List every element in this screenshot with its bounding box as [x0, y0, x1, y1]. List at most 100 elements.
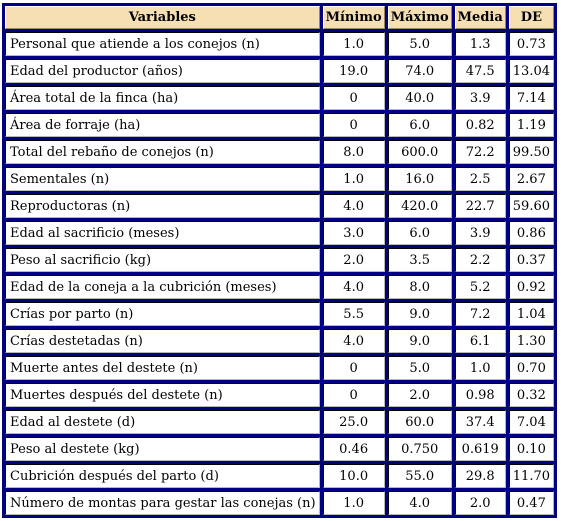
cell-de: 0.86	[508, 221, 554, 245]
cell-media: 3.9	[454, 221, 506, 245]
cell-media: 1.3	[454, 32, 506, 56]
cell-minimo: 10.0	[322, 464, 385, 488]
cell-maximo: 600.0	[387, 140, 452, 164]
cell-variable: Crías destetadas (n)	[5, 329, 320, 353]
table-row: Área total de la finca (ha) 0 40.0 3.9 7.14	[5, 86, 554, 110]
cell-maximo: 60.0	[387, 410, 452, 434]
cell-maximo: 9.0	[387, 302, 452, 326]
cell-variable: Muerte antes del destete (n)	[5, 356, 320, 380]
cell-de: 7.04	[508, 410, 554, 434]
table-row: Peso al destete (kg) 0.46 0.750 0.619 0.10	[5, 437, 554, 461]
cell-media: 7.2	[454, 302, 506, 326]
cell-minimo: 25.0	[322, 410, 385, 434]
cell-maximo: 40.0	[387, 86, 452, 110]
cell-de: 0.32	[508, 383, 554, 407]
cell-media: 72.2	[454, 140, 506, 164]
cell-de: 2.67	[508, 167, 554, 191]
cell-de: 11.70	[508, 464, 554, 488]
cell-de: 0.10	[508, 437, 554, 461]
cell-de: 1.30	[508, 329, 554, 353]
cell-media: 2.0	[454, 491, 506, 515]
cell-variable: Área de forraje (ha)	[5, 113, 320, 137]
cell-media: 37.4	[454, 410, 506, 434]
table-row: Personal que atiende a los conejos (n) 1.…	[5, 32, 554, 56]
cell-de: 0.92	[508, 275, 554, 299]
cell-media: 3.9	[454, 86, 506, 110]
cell-minimo: 0	[322, 86, 385, 110]
cell-variable: Reproductoras (n)	[5, 194, 320, 218]
header-media: Media	[454, 6, 506, 29]
cell-minimo: 1.0	[322, 167, 385, 191]
table-row: Sementales (n) 1.0 16.0 2.5 2.67	[5, 167, 554, 191]
table-body: Personal que atiende a los conejos (n) 1.…	[5, 32, 554, 515]
header-variables: Variables	[5, 6, 320, 29]
table-row: Muerte antes del destete (n) 0 5.0 1.0 0.70	[5, 356, 554, 380]
cell-media: 2.2	[454, 248, 506, 272]
cell-variable: Sementales (n)	[5, 167, 320, 191]
table-row: Edad al sacrificio (meses) 3.0 6.0 3.9 0.86	[5, 221, 554, 245]
cell-maximo: 4.0	[387, 491, 452, 515]
table-row: Edad de la coneja a la cubrición (meses)…	[5, 275, 554, 299]
table-row: Cubrición después del parto (d) 10.0 55.0 2…	[5, 464, 554, 488]
cell-de: 0.47	[508, 491, 554, 515]
cell-maximo: 8.0	[387, 275, 452, 299]
cell-media: 1.0	[454, 356, 506, 380]
statistics-table: Variables Mínimo Máximo Media DE Persona…	[2, 3, 557, 518]
cell-maximo: 5.0	[387, 356, 452, 380]
cell-media: 0.82	[454, 113, 506, 137]
cell-variable: Edad al destete (d)	[5, 410, 320, 434]
cell-de: 1.04	[508, 302, 554, 326]
table-row: Crías por parto (n) 5.5 9.0 7.2 1.04	[5, 302, 554, 326]
cell-minimo: 0	[322, 383, 385, 407]
cell-maximo: 420.0	[387, 194, 452, 218]
cell-minimo: 0.46	[322, 437, 385, 461]
table-row: Área de forraje (ha) 0 6.0 0.82 1.19	[5, 113, 554, 137]
table-row: Crías destetadas (n) 4.0 9.0 6.1 1.30	[5, 329, 554, 353]
table-row: Reproductoras (n) 4.0 420.0 22.7 59.60	[5, 194, 554, 218]
cell-maximo: 6.0	[387, 221, 452, 245]
cell-de: 59.60	[508, 194, 554, 218]
cell-variable: Personal que atiende a los conejos (n)	[5, 32, 320, 56]
cell-minimo: 8.0	[322, 140, 385, 164]
table-row: Peso al sacrificio (kg) 2.0 3.5 2.2 0.37	[5, 248, 554, 272]
cell-media: 6.1	[454, 329, 506, 353]
cell-maximo: 16.0	[387, 167, 452, 191]
header-de: DE	[508, 6, 554, 29]
cell-variable: Edad del productor (años)	[5, 59, 320, 83]
cell-minimo: 4.0	[322, 275, 385, 299]
cell-media: 0.98	[454, 383, 506, 407]
cell-maximo: 2.0	[387, 383, 452, 407]
cell-media: 2.5	[454, 167, 506, 191]
cell-variable: Peso al destete (kg)	[5, 437, 320, 461]
cell-maximo: 9.0	[387, 329, 452, 353]
header-minimo: Mínimo	[322, 6, 385, 29]
cell-minimo: 3.0	[322, 221, 385, 245]
cell-de: 99.50	[508, 140, 554, 164]
cell-de: 7.14	[508, 86, 554, 110]
header-row: Variables Mínimo Máximo Media DE	[5, 6, 554, 29]
cell-media: 22.7	[454, 194, 506, 218]
cell-minimo: 4.0	[322, 194, 385, 218]
cell-maximo: 74.0	[387, 59, 452, 83]
cell-maximo: 5.0	[387, 32, 452, 56]
cell-maximo: 55.0	[387, 464, 452, 488]
cell-maximo: 6.0	[387, 113, 452, 137]
table-row: Número de montas para gestar las conejas…	[5, 491, 554, 515]
cell-variable: Edad al sacrificio (meses)	[5, 221, 320, 245]
cell-minimo: 5.5	[322, 302, 385, 326]
cell-variable: Total del rebaño de conejos (n)	[5, 140, 320, 164]
cell-variable: Número de montas para gestar las conejas…	[5, 491, 320, 515]
table-row: Edad del productor (años) 19.0 74.0 47.5 13.…	[5, 59, 554, 83]
table-row: Total del rebaño de conejos (n) 8.0 600.0 7…	[5, 140, 554, 164]
cell-minimo: 0	[322, 356, 385, 380]
cell-variable: Muertes después del destete (n)	[5, 383, 320, 407]
cell-minimo: 1.0	[322, 32, 385, 56]
cell-de: 1.19	[508, 113, 554, 137]
cell-de: 0.73	[508, 32, 554, 56]
cell-minimo: 2.0	[322, 248, 385, 272]
cell-de: 13.04	[508, 59, 554, 83]
table-row: Muertes después del destete (n) 0 2.0 0.98 0…	[5, 383, 554, 407]
cell-variable: Cubrición después del parto (d)	[5, 464, 320, 488]
cell-variable: Área total de la finca (ha)	[5, 86, 320, 110]
cell-maximo: 0.750	[387, 437, 452, 461]
